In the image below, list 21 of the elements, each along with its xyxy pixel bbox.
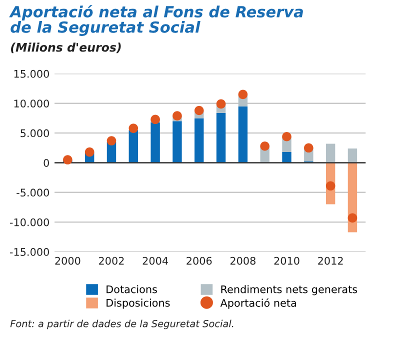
x-tick-label: 2006 — [186, 256, 212, 265]
x-tick-label: 2008 — [230, 256, 256, 265]
y-tick-label: 0 — [44, 158, 49, 167]
y-tick-label: -15.000 — [10, 248, 49, 256]
legend-label: Aportació neta — [220, 298, 296, 309]
x-tick-label: 2010 — [274, 256, 300, 265]
legend-label: Disposicions — [106, 298, 170, 309]
y-tick-label: -10.000 — [10, 218, 49, 226]
x-tick-label: 2000 — [55, 256, 80, 265]
legend-label: Rendiments nets generats — [221, 285, 358, 296]
chart-title: Aportació neta al Fons de Reserva de la Seguretat Social — [9, 5, 303, 36]
x-tick-label: 2012 — [318, 256, 343, 265]
y-tick-label: 15.000 — [14, 70, 49, 78]
x-tick-label: 2004 — [142, 256, 168, 265]
text: Font: a partir de dades de la Seguretat Social. — [10, 320, 234, 330]
y-tick-label: -5.000 — [16, 188, 49, 197]
y-tick-label: 10.000 — [14, 100, 49, 108]
y-tick-label: 5.000 — [20, 129, 49, 138]
legend-label: Dotacions — [106, 285, 157, 294]
chart-subtitle: (Milions d'euros) — [11, 42, 121, 54]
x-tick-label: 2002 — [99, 256, 124, 265]
